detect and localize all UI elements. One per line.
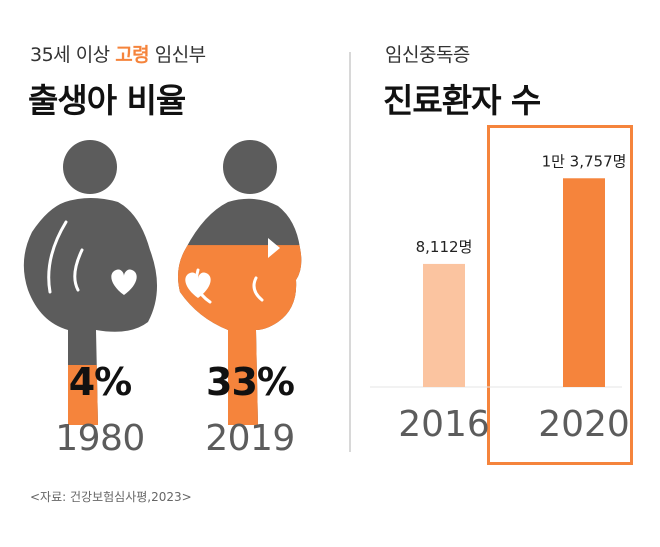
heart-icon <box>185 272 211 298</box>
category-label-2016: 2016 <box>398 404 490 445</box>
right-title: 진료환자 수 <box>383 81 541 120</box>
highlight-box <box>487 125 633 465</box>
bar-value-label-2016: 8,112명 <box>416 238 473 256</box>
year-1980: 1980 <box>55 418 145 459</box>
subtitle-text: 35세 이상 <box>30 44 116 66</box>
subtitle-text-end: 임신부 <box>149 44 206 66</box>
bar-2020 <box>563 178 605 387</box>
source-note: <자료: 건강보험심사평,2023> <box>30 490 192 504</box>
panel-divider <box>349 52 351 452</box>
category-label-2020: 2020 <box>538 404 630 445</box>
pregnant-figure-2019 <box>178 140 302 425</box>
pregnant-figure-1980 <box>23 140 158 425</box>
left-subtitle: 35세 이상 고령 임신부 <box>30 40 206 67</box>
subtitle-highlight: 고령 <box>115 44 150 66</box>
bar-chart: 8,112명 2016 1만 3,757명 2020 <box>370 152 630 445</box>
percent-1980: 4% <box>68 360 133 404</box>
year-2019: 2019 <box>205 418 295 459</box>
right-subtitle: 임신중독증 <box>385 44 470 66</box>
bar-2016 <box>423 263 465 387</box>
left-title: 출생아 비율 <box>28 81 186 120</box>
bar-value-label-2020: 1만 3,757명 <box>542 152 627 170</box>
heart-icon <box>111 269 137 295</box>
percent-2019: 33% <box>206 360 295 404</box>
